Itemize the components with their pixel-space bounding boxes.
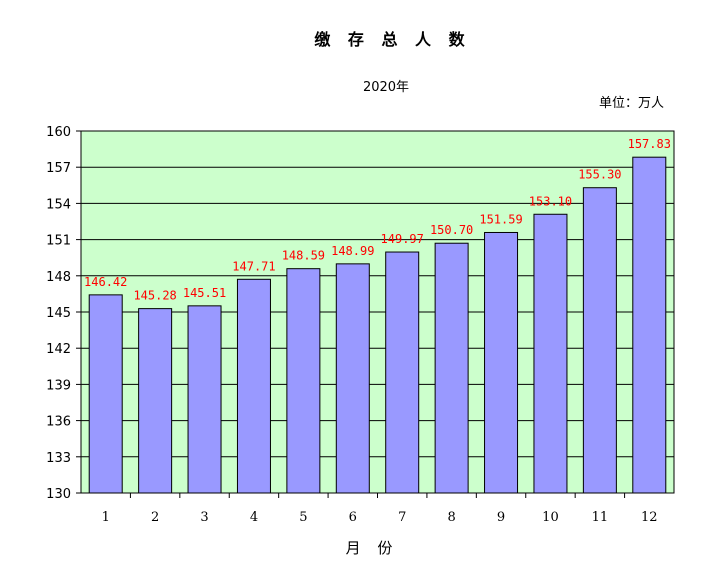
bar: [533, 213, 568, 494]
data-label: 146.42: [84, 275, 127, 289]
bar: [187, 305, 222, 494]
y-tick-label: 151: [46, 234, 71, 249]
bar: [286, 268, 321, 494]
y-tick-label: 145: [46, 306, 71, 321]
chart-title: 缴 存 总 人 数: [314, 30, 471, 49]
x-axis-label: 月 份: [346, 539, 399, 557]
data-label: 151.59: [479, 212, 522, 226]
bar: [335, 263, 370, 494]
x-tick-label: 2: [151, 510, 159, 525]
x-tick-label: 1: [102, 510, 110, 525]
x-tick-label: 4: [250, 510, 258, 525]
x-tick-label: 9: [497, 510, 505, 525]
y-tick-label: 157: [46, 161, 71, 176]
y-tick-label: 154: [46, 197, 71, 212]
y-tick-label: 133: [46, 451, 71, 466]
data-label: 148.99: [331, 244, 374, 258]
data-label: 150.70: [430, 223, 473, 237]
bar: [484, 231, 519, 494]
y-tick-label: 139: [46, 378, 71, 393]
x-tick-label: 10: [542, 510, 559, 525]
y-tick-label: 136: [46, 415, 71, 430]
x-tick-label: 11: [592, 510, 609, 525]
bar: [632, 156, 667, 494]
x-tick-label: 12: [641, 510, 658, 525]
data-label: 157.83: [628, 137, 671, 151]
x-tick-label: 3: [200, 510, 208, 525]
y-tick-label: 148: [46, 270, 71, 285]
bar: [434, 242, 469, 494]
unit-label: 单位：万人: [598, 96, 664, 111]
data-label: 145.28: [133, 289, 176, 303]
x-tick-label: 7: [398, 510, 406, 525]
data-label: 148.59: [282, 249, 325, 263]
bar: [582, 187, 617, 494]
bar: [138, 308, 173, 494]
x-tick-label: 8: [447, 510, 455, 525]
y-tick-label: 142: [46, 342, 71, 357]
bar: [236, 278, 271, 494]
y-tick-label: 130: [46, 487, 71, 502]
bar: [385, 251, 420, 494]
data-label: 147.71: [232, 259, 275, 273]
data-label: 149.97: [381, 232, 424, 246]
data-label: 155.30: [578, 168, 621, 182]
x-tick-label: 5: [299, 510, 307, 525]
data-label: 153.10: [529, 194, 572, 208]
y-tick-label: 160: [46, 125, 71, 140]
data-label: 145.51: [183, 286, 226, 300]
bar: [88, 294, 123, 494]
chart-subtitle: 2020年: [362, 80, 410, 95]
x-tick-label: 6: [349, 510, 357, 525]
